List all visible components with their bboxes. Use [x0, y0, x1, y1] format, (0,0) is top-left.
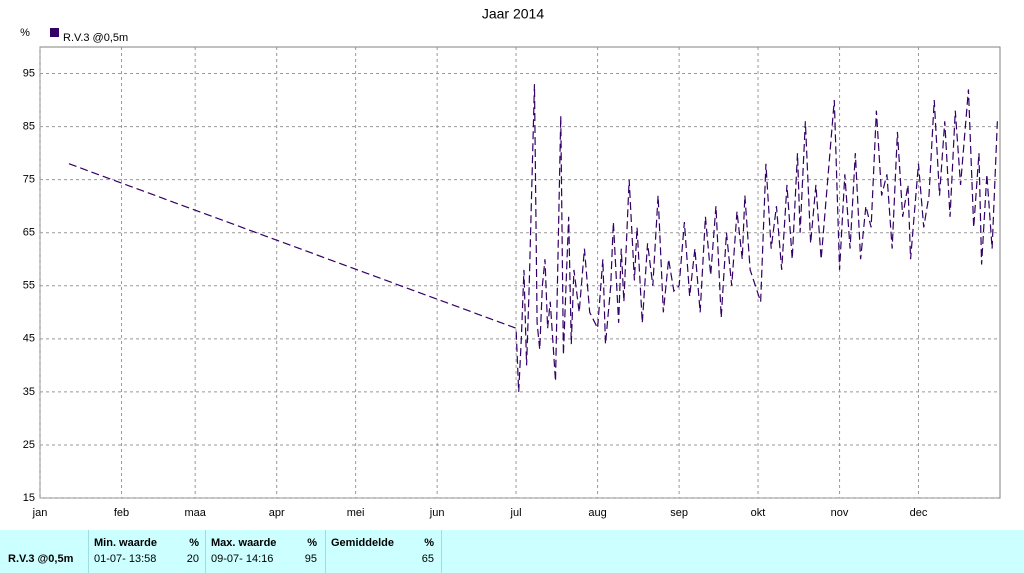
x-tick-label: feb [114, 507, 129, 519]
min-time: 01-07- 13:58 [94, 553, 157, 565]
x-tick-label: sep [670, 507, 688, 519]
max-cell: Max. waarde % 09-07- 14:16 95 [206, 530, 326, 573]
x-tick-label: dec [910, 507, 928, 519]
header: Min. waarde [94, 537, 157, 549]
x-tick-label: maa [184, 507, 206, 519]
y-tick-label: 25 [23, 439, 35, 451]
header-unit: % [424, 537, 434, 549]
min-value: 20 [186, 553, 199, 565]
plot-area [39, 46, 1001, 499]
x-tick-label: jan [32, 507, 48, 519]
y-tick-label: 85 [23, 120, 35, 132]
y-axis-label: % [20, 27, 30, 39]
y-tick-label: 45 [23, 333, 35, 345]
chart-title: Jaar 2014 [482, 6, 544, 22]
min-cell: Min. waarde % 01-07- 13:58 20 [89, 530, 206, 573]
avg-cell: Gemiddelde % 65 [326, 530, 442, 573]
x-tick-label: apr [269, 507, 285, 519]
chart: Jaar 2014 % 15 25 35 45 55 65 75 85 95 jan feb maa a… [20, 6, 1001, 519]
x-tick-label: okt [751, 507, 766, 519]
x-tick-label: mei [347, 507, 365, 519]
y-tick-label: 35 [23, 386, 35, 398]
x-tick-label: aug [588, 507, 606, 519]
header-unit: % [307, 537, 317, 549]
header: Max. waarde [211, 537, 277, 549]
y-tick-label: 95 [23, 67, 35, 79]
y-tick-label: 65 [23, 227, 35, 239]
y-tick-label: 15 [23, 492, 35, 504]
header-unit: % [189, 537, 199, 549]
avg-value: 65 [421, 553, 434, 565]
x-tick-label: jun [429, 507, 445, 519]
max-time: 09-07- 14:16 [211, 553, 274, 565]
name-cell: R.V.3 @0,5m [0, 530, 89, 573]
max-value: 95 [304, 553, 317, 565]
y-tick-label: 75 [23, 174, 35, 186]
legend-swatch [50, 28, 59, 37]
x-tick-label: nov [831, 507, 849, 519]
legend-label: R.V.3 @0,5m [63, 32, 128, 44]
header: Gemiddelde [331, 537, 394, 549]
y-tick-label: 55 [23, 280, 35, 292]
row-name: R.V.3 @0,5m [8, 553, 74, 565]
x-tick-label: jul [510, 507, 522, 519]
stats-table: R.V.3 @0,5m Min. waarde % 01-07- 13:58 2… [0, 530, 1024, 573]
data-line [68, 84, 998, 392]
